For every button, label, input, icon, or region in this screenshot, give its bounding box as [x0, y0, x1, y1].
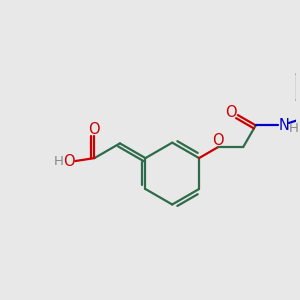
Text: H: H [54, 154, 64, 167]
Text: O: O [212, 133, 224, 148]
Text: O: O [88, 122, 100, 137]
Text: N: N [279, 118, 290, 133]
Text: H: H [289, 122, 299, 135]
Text: O: O [63, 154, 75, 169]
Text: O: O [226, 105, 237, 120]
